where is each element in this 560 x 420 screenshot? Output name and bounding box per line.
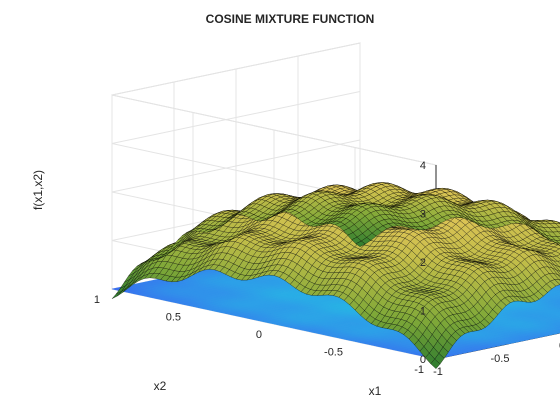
surface-chart: -1-0.500.51-1-0.500.5101234 COSINE MIXTU… [31,12,560,398]
